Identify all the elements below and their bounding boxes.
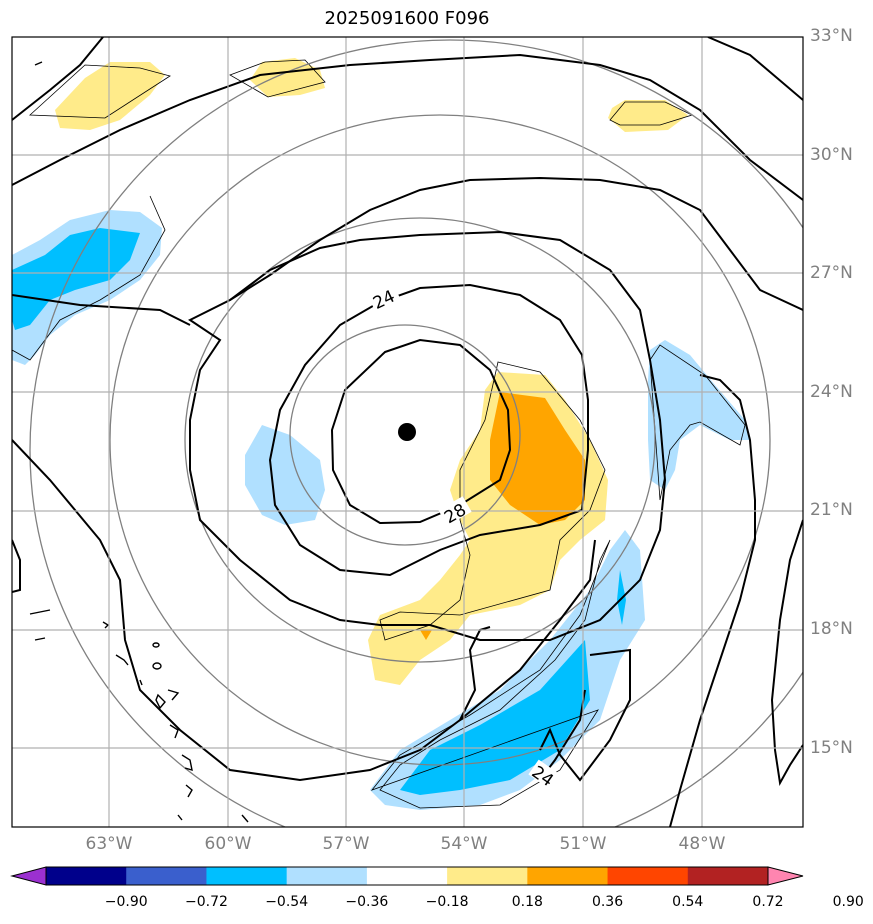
- shade-cyan-west: [12, 228, 140, 330]
- lon-label-57w: 57°W: [322, 834, 370, 854]
- colorbar-tick-label: 0.72: [752, 894, 784, 910]
- colorbar-segment: [527, 867, 609, 885]
- colorbar-tick-label: 0.36: [591, 894, 624, 910]
- colorbar-segment: [286, 867, 368, 885]
- colorbar-tick-label: 0.54: [672, 894, 704, 910]
- lon-label-60w: 60°W: [204, 834, 252, 854]
- shade-lightblue-east: [648, 340, 750, 490]
- colorbar-segment: [607, 867, 689, 885]
- lon-label-54w: 54°W: [440, 834, 488, 854]
- shade-yellow-north-east: [608, 100, 688, 132]
- colorbar-segment: [447, 867, 528, 885]
- colorbar-tick-label: −0.36: [345, 894, 389, 910]
- shading-layer: [12, 58, 750, 810]
- gray-contours: [29, 39, 803, 827]
- shade-yellow-north-mid: [250, 58, 325, 97]
- gridlines: [12, 37, 803, 827]
- shade-orange-small: [420, 630, 432, 640]
- colorbar-tick-label: 0.90: [832, 894, 864, 910]
- lon-label-48w: 48°W: [678, 834, 726, 854]
- shade-yellow-north-west: [55, 62, 165, 130]
- colorbar-tick-label: 0.18: [511, 894, 543, 910]
- colorbar-tick-label: −0.54: [265, 894, 309, 910]
- contour-labels: 24 28 24: [367, 282, 562, 791]
- map-frame: [11, 36, 804, 828]
- colorbar: [10, 866, 804, 886]
- lon-label-63w: 63°W: [85, 834, 133, 854]
- colorbar-segment: [206, 867, 288, 885]
- lon-label-51w: 51°W: [559, 834, 607, 854]
- lat-label-27n: 27°N: [810, 263, 853, 283]
- shade-cyan-southeast: [400, 640, 590, 795]
- map-title: 2025091600 F096: [324, 8, 490, 29]
- colorbar-segment: [126, 867, 207, 885]
- lat-label-15n: 15°N: [810, 738, 853, 758]
- shade-lightblue-southeast: [370, 530, 645, 810]
- lat-label-18n: 18°N: [810, 619, 853, 639]
- colorbar-tick-label: −0.72: [184, 894, 228, 910]
- lat-label-33n: 33°N: [810, 26, 853, 46]
- lat-label-21n: 21°N: [810, 500, 853, 520]
- shade-outlines: [12, 59, 746, 809]
- colorbar-tick-label: −0.90: [104, 894, 148, 910]
- lat-label-30n: 30°N: [810, 145, 853, 165]
- colorbar-segment: [46, 867, 127, 885]
- shade-lightblue-center: [245, 425, 325, 525]
- colorbar-segment: [366, 867, 448, 885]
- storm-center-marker: [398, 423, 416, 441]
- island-outlines: [29, 61, 249, 823]
- lat-label-24n: 24°N: [810, 382, 853, 402]
- black-contours: [12, 37, 803, 827]
- shade-orange: [490, 392, 585, 525]
- colorbar-tick-label: −0.18: [425, 894, 469, 910]
- colorbar-segment: [687, 867, 769, 885]
